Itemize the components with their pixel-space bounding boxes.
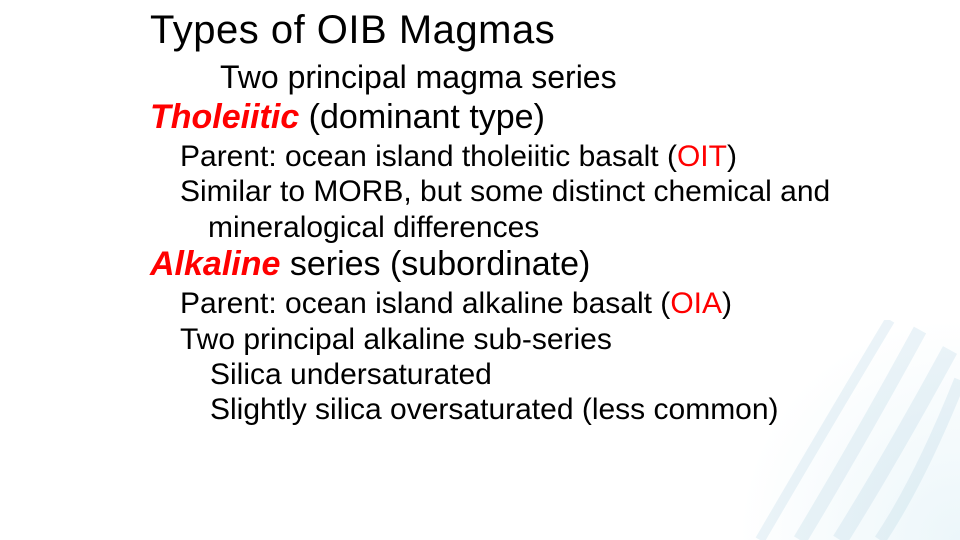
series1-name: Tholeiitic — [150, 98, 299, 136]
series1-detail2: Similar to MORB, but some distinct chemi… — [180, 174, 960, 245]
series2-detail2: Two principal alkaline sub-series — [180, 322, 960, 357]
series2-sub2-paren: (less common) — [582, 393, 779, 426]
series2-detail1-post: ) — [722, 287, 732, 320]
slide-title: Types of OIB Magmas — [150, 8, 960, 53]
series2-name: Alkaline — [150, 245, 280, 283]
series1-detail1-post: ) — [727, 140, 737, 173]
series2-sub2-main: Slightly silica oversaturated — [210, 393, 582, 426]
series2-detail1-pre: Parent: ocean island alkaline basalt ( — [180, 287, 670, 320]
series2-sub2: Slightly silica oversaturated (less comm… — [210, 392, 960, 427]
series2-abbr: OIA — [670, 287, 722, 320]
slide-container: Types of OIB Magmas Two principal magma … — [0, 0, 960, 540]
series2-heading: Alkaline series (subordinate) — [150, 245, 960, 284]
series1-heading: Tholeiitic (dominant type) — [150, 98, 960, 137]
series2-note: series (subordinate) — [280, 245, 590, 283]
series1-detail1-pre: Parent: ocean island tholeiitic basalt ( — [180, 140, 677, 173]
series1-note: (dominant type) — [299, 98, 545, 136]
series1-detail1: Parent: ocean island tholeiitic basalt (… — [180, 139, 960, 174]
series2-sub1: Silica undersaturated — [210, 357, 960, 392]
series1-abbr: OIT — [677, 140, 727, 173]
slide-subtitle: Two principal magma series — [220, 59, 960, 96]
series2-detail1: Parent: ocean island alkaline basalt (OI… — [180, 286, 960, 321]
